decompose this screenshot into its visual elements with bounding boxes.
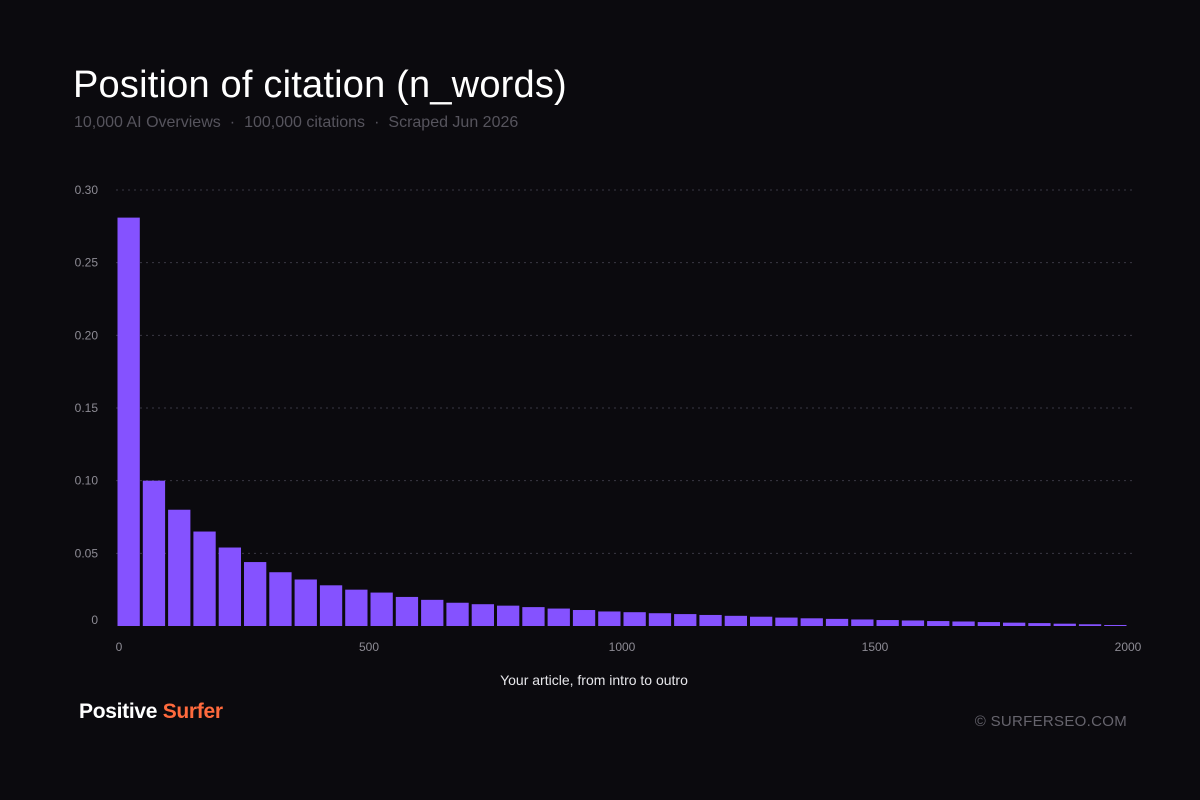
histogram-bar (825, 618, 849, 626)
histogram-bar (901, 620, 925, 626)
histogram-bar (497, 605, 520, 626)
histogram-bar (319, 585, 343, 626)
histogram-bar (876, 620, 899, 626)
histogram-bar (193, 531, 216, 626)
histogram-bar (952, 621, 975, 626)
histogram-bar (117, 217, 140, 626)
chart-title: Position of citation (n_words) (73, 64, 567, 106)
y-tick-label: 0 (91, 613, 98, 627)
subtitle-overviews: 10,000 AI Overviews (74, 114, 221, 131)
histogram-bar (674, 614, 697, 626)
brand-logo: Positive Surfer (79, 700, 223, 724)
histogram-bar (977, 622, 1000, 626)
histogram-bar (370, 592, 393, 626)
histogram-bar (547, 608, 570, 626)
x-tick-label: 1000 (609, 640, 636, 654)
brand-word-positive: Positive (79, 700, 158, 723)
chart-subtitle: 10,000 AI Overviews · 100,000 citations · Sc… (74, 114, 518, 132)
histogram-bar (1003, 622, 1026, 626)
histogram-bar (421, 599, 444, 626)
histogram-bar (446, 602, 469, 626)
histogram-bar (142, 480, 166, 626)
x-axis-label: Your article, from intro to outro (500, 672, 688, 688)
y-tick-label: 0.25 (75, 256, 99, 270)
histogram-bar (471, 604, 494, 626)
y-tick-label: 0.20 (75, 328, 99, 342)
histogram-bar (648, 613, 672, 626)
subtitle-scraped: Scraped Jun 2026 (388, 114, 519, 131)
histogram-bar (1053, 623, 1076, 626)
histogram-bar (168, 509, 191, 626)
histogram-bar (699, 614, 722, 626)
x-tick-label: 2000 (1115, 640, 1142, 654)
histogram-bar (345, 589, 368, 626)
histogram-bar (294, 579, 317, 626)
histogram-bar (1078, 624, 1102, 626)
histogram-bar (395, 596, 419, 626)
x-tick-label: 0 (116, 640, 123, 654)
x-tick-label: 1500 (862, 640, 889, 654)
y-tick-label: 0.15 (75, 401, 99, 415)
y-tick-label: 0.30 (75, 183, 99, 197)
subtitle-separator: · (374, 114, 380, 131)
histogram-bar (522, 607, 545, 626)
y-tick-label: 0.10 (75, 474, 99, 488)
subtitle-citations: 100,000 citations (244, 114, 366, 131)
copyright-text: © SURFERSEO.COM (974, 713, 1127, 730)
histogram-bar (724, 615, 747, 626)
histogram-bar (572, 610, 596, 626)
y-tick-label: 0.05 (75, 546, 99, 560)
subtitle-separator: · (229, 114, 236, 131)
histogram-bar (218, 547, 241, 626)
histogram-bar (851, 619, 874, 626)
histogram-bar (927, 621, 950, 626)
histogram-bar (800, 618, 823, 626)
histogram-bar (244, 562, 267, 626)
histogram-bar (1104, 624, 1127, 626)
histogram-bar (598, 611, 621, 626)
histogram-bar (623, 612, 646, 626)
histogram-bar (269, 572, 292, 626)
histogram-bar (775, 617, 798, 626)
brand-word-surfer: Surfer (162, 700, 223, 723)
histogram-bar (750, 616, 773, 626)
x-tick-label: 500 (359, 640, 379, 654)
histogram-bar (1028, 623, 1051, 626)
